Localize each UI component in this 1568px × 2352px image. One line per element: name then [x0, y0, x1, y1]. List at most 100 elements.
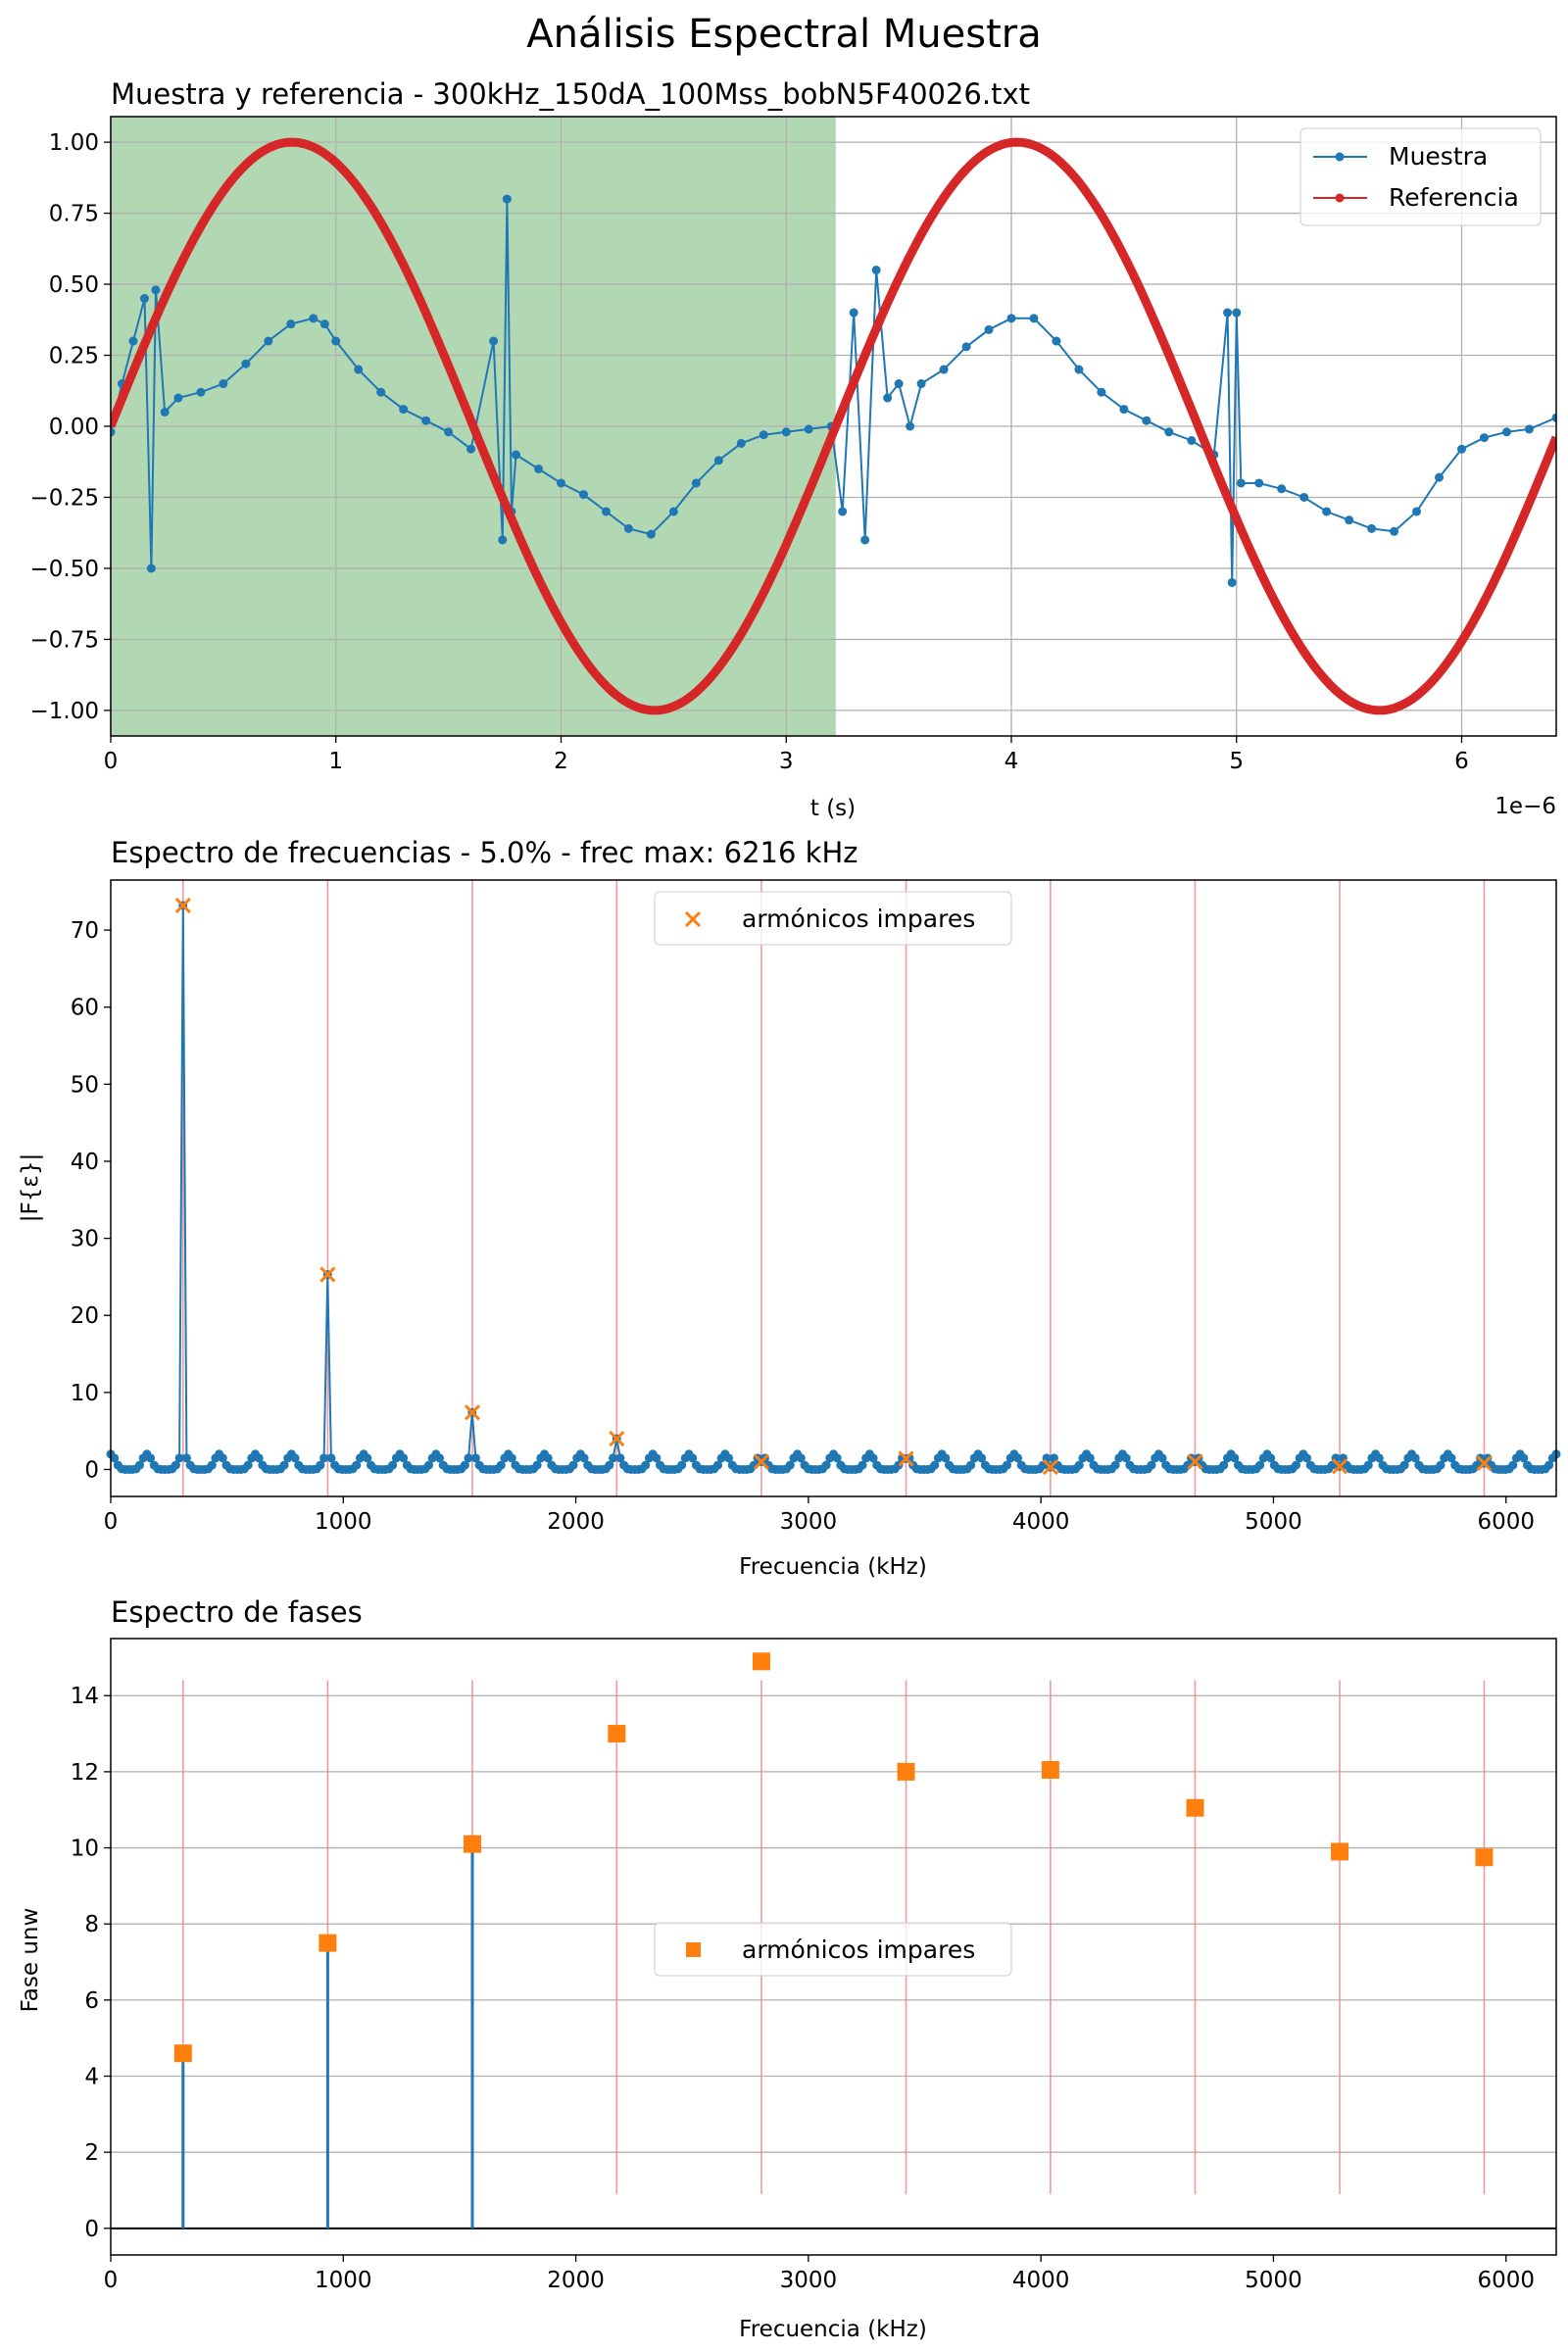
spectrum-y-tick-label: 70 [71, 918, 99, 944]
muestra-point [906, 422, 914, 431]
phase-y-tick-label: 10 [71, 1837, 99, 1862]
muestra-point [1142, 416, 1151, 425]
time-y-tick-label: 0.00 [49, 415, 99, 440]
muestra-point [1322, 507, 1331, 515]
muestra-point [1223, 309, 1232, 318]
phase-square-marker [1042, 1761, 1059, 1779]
muestra-point [512, 450, 520, 459]
spectrum-y-tick-label: 50 [71, 1072, 99, 1098]
muestra-point [1345, 515, 1353, 524]
muestra-point [1232, 309, 1241, 318]
phase-x-tick-label: 5000 [1245, 2268, 1302, 2293]
muestra-point [917, 379, 926, 388]
muestra-point [1237, 478, 1246, 487]
figure-title: Análisis Espectral Muestra [526, 12, 1042, 57]
spectrum-x-tick-label: 3000 [780, 1509, 838, 1535]
muestra-point [624, 524, 633, 533]
phase-y-axis-label: Fase unw [18, 1908, 43, 2013]
phase-x-tick-label: 6000 [1477, 2268, 1535, 2293]
time-legend: Muestra Referencia [1300, 128, 1541, 225]
muestra-point [309, 314, 318, 322]
muestra-point [1299, 493, 1308, 502]
time-y-tick-label: 0.50 [49, 272, 99, 298]
spectrum-x-tick-label: 1000 [315, 1509, 372, 1535]
phase-spectrum-panel: Espectro de fases 0 1000 2000 3000 4000 5000 6… [18, 1595, 1556, 2342]
muestra-point [737, 439, 746, 448]
muestra-point [219, 379, 227, 388]
muestra-point [860, 535, 869, 544]
spectrum-x-tick-label: 5000 [1245, 1509, 1302, 1535]
muestra-point [962, 342, 971, 351]
muestra-point [264, 337, 272, 346]
time-y-tick-label: −0.75 [30, 627, 99, 653]
muestra-point [173, 394, 182, 403]
muestra-point [1367, 524, 1376, 533]
time-x-offset-text: 1e−6 [1494, 794, 1556, 819]
spectrum-legend-label: armónicos impares [742, 905, 975, 933]
legend-referencia-label: Referencia [1389, 183, 1519, 212]
spectrum-y-tick-label: 30 [71, 1227, 99, 1252]
spectrum-x-tick-label: 2000 [547, 1509, 605, 1535]
spectrum-panel-title: Espectro de frecuencias - 5.0% - frec ma… [111, 836, 858, 869]
phase-y-tick-label: 0 [84, 2217, 99, 2242]
muestra-point [1480, 433, 1489, 442]
muestra-point [503, 195, 512, 204]
phase-x-tick-label: 3000 [780, 2268, 838, 2293]
legend-muestra-label: Muestra [1389, 142, 1488, 171]
phase-square-marker [1186, 1799, 1203, 1817]
muestra-point [883, 394, 892, 403]
muestra-point [354, 366, 363, 374]
muestra-point [1435, 473, 1444, 482]
muestra-point [850, 309, 858, 318]
phase-y-tick-label: 8 [84, 1912, 99, 1937]
phase-square-marker [753, 1652, 770, 1670]
muestra-point [1277, 484, 1286, 493]
muestra-point [1525, 424, 1534, 433]
time-x-tick-label: 0 [104, 749, 119, 774]
spectrum-y-tick-label: 60 [71, 996, 99, 1021]
time-y-tick-label: 1.00 [49, 130, 99, 156]
spectrum-x-tick-label: 4000 [1012, 1509, 1070, 1535]
spectrum-x-tick-label: 0 [104, 1509, 119, 1535]
phase-legend: armónicos impares [655, 1923, 1011, 1976]
muestra-point [399, 405, 408, 414]
muestra-point [1254, 478, 1263, 487]
spectrum-y-axis-label: |F{ε}| [18, 1153, 43, 1222]
muestra-point [466, 445, 475, 454]
phase-y-tick-label: 4 [84, 2065, 99, 2090]
muestra-point [320, 319, 329, 328]
muestra-point [557, 478, 565, 487]
muestra-point [838, 507, 847, 515]
phase-panel-title: Espectro de fases [111, 1595, 363, 1629]
muestra-point [1164, 427, 1173, 436]
muestra-point [579, 490, 588, 499]
time-x-tick-label: 4 [1004, 749, 1019, 774]
muestra-point [985, 325, 994, 334]
time-y-tick-label: 0.75 [49, 202, 99, 227]
time-y-tick-label: −1.00 [30, 699, 99, 724]
muestra-point [196, 388, 205, 397]
spectrum-x-tick-label: 6000 [1477, 1509, 1535, 1535]
muestra-point [1074, 366, 1083, 374]
muestra-point [489, 337, 498, 346]
muestra-point [140, 294, 149, 303]
muestra-point [895, 379, 904, 388]
muestra-point [241, 360, 250, 368]
muestra-point [760, 430, 768, 439]
muestra-point [1390, 527, 1398, 536]
muestra-point [128, 337, 137, 346]
phase-square-marker [898, 1763, 915, 1781]
time-panel-title: Muestra y referencia - 300kHz_150dA_100M… [111, 77, 1030, 111]
muestra-point [1052, 337, 1060, 346]
phase-x-tick-label: 1000 [315, 2268, 372, 2293]
spectrum-y-tick-label: 0 [84, 1457, 99, 1483]
phase-square-marker [464, 1836, 481, 1853]
phase-y-tick-label: 14 [71, 1684, 99, 1709]
muestra-point [151, 285, 160, 294]
muestra-point [1412, 507, 1421, 515]
legend-harmonics-square-marker [686, 1942, 701, 1957]
phase-x-tick-label: 4000 [1012, 2268, 1070, 2293]
spectrum-x-axis-label: Frecuencia (kHz) [739, 1554, 927, 1580]
muestra-point [534, 465, 543, 473]
